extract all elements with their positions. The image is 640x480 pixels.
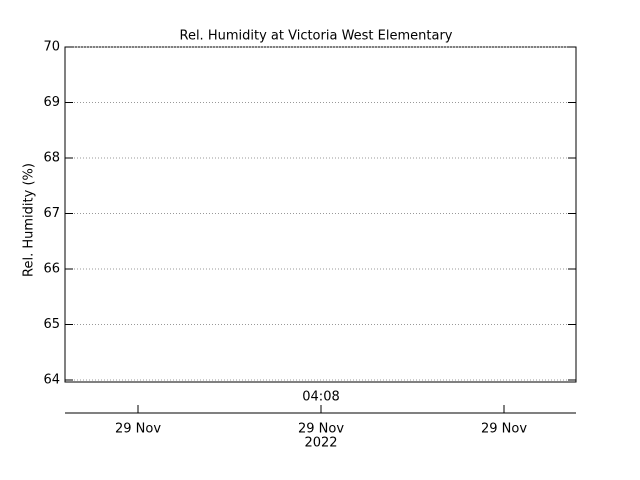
y-axis-label: Rel. Humidity (%) — [22, 163, 37, 277]
chart-title: Rel. Humidity at Victoria West Elementar… — [180, 29, 453, 44]
y-tick-label: 65 — [43, 317, 60, 332]
y-tick-label: 66 — [43, 262, 60, 277]
x-annotation: 04:08 — [302, 390, 339, 405]
x-tick-label: 29 Nov — [115, 422, 161, 437]
y-tick-label: 70 — [43, 40, 60, 55]
x-sublabel: 2022 — [304, 436, 337, 451]
x-tick-label: 29 Nov — [481, 422, 527, 437]
y-tick-label: 67 — [43, 206, 60, 221]
y-tick-label: 64 — [43, 373, 60, 388]
y-tick-label: 68 — [43, 151, 60, 166]
x-tick-label: 29 Nov — [298, 422, 344, 437]
y-tick-label: 69 — [43, 95, 60, 110]
